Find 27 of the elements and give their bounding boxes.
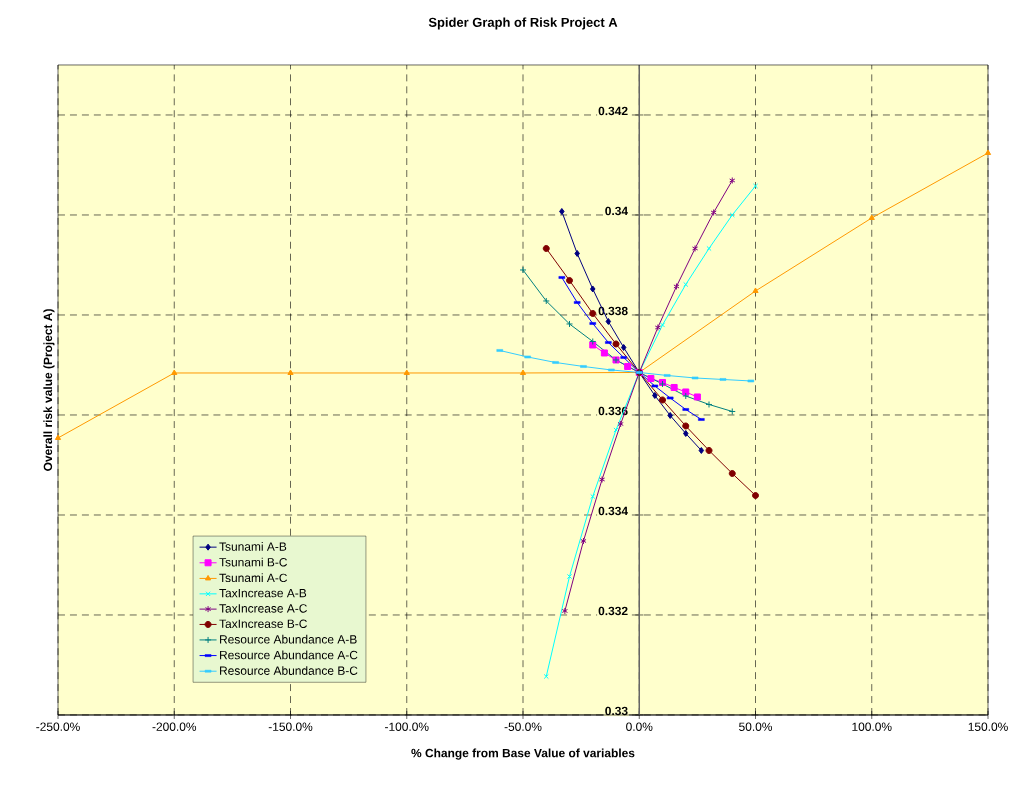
- legend-label: Resource Abundance A-C: [220, 650, 358, 660]
- legend-label: TaxIncrease A-B: [219, 589, 307, 598]
- legend-label: Tsunami A-C: [219, 573, 288, 583]
- legend-label: TaxIncrease A-C: [219, 604, 307, 613]
- legend-label: Tsunami A-B: [219, 542, 287, 551]
- x-tick-label: -250.0%: [36, 722, 80, 731]
- x-tick-label: 100.0%: [852, 722, 892, 731]
- y-tick-label: 0.338: [598, 306, 628, 316]
- y-tick-label: 0.33: [605, 706, 628, 716]
- x-tick-label: -150.0%: [268, 722, 313, 731]
- x-tick-label: -100.0%: [385, 722, 429, 731]
- x-tick-label: 150.0%: [968, 722, 1008, 731]
- x-axis-title: % Change from Base Value of variables: [411, 748, 635, 760]
- y-tick-label: 0.332: [598, 606, 628, 616]
- x-tick-label: 0.0%: [626, 722, 653, 731]
- legend-label: Resource Abundance A-B: [220, 634, 357, 644]
- x-tick-label: -200.0%: [152, 722, 197, 731]
- legend-label: Resource Abundance B-C: [220, 666, 358, 675]
- legend-label: Tsunami B-C: [219, 557, 288, 567]
- y-tick-label: 0.342: [598, 106, 628, 116]
- x-tick-label: 50.0%: [739, 722, 773, 731]
- x-tick-label: -50.0%: [504, 722, 542, 731]
- legend-label: TaxIncrease B-C: [219, 619, 307, 628]
- y-axis-title: Overall risk value (Project A): [43, 309, 55, 471]
- y-tick-label: 0.34: [605, 206, 628, 216]
- chart-title: Spider Graph of Risk Project A: [428, 17, 618, 30]
- y-tick-label: 0.334: [598, 506, 628, 516]
